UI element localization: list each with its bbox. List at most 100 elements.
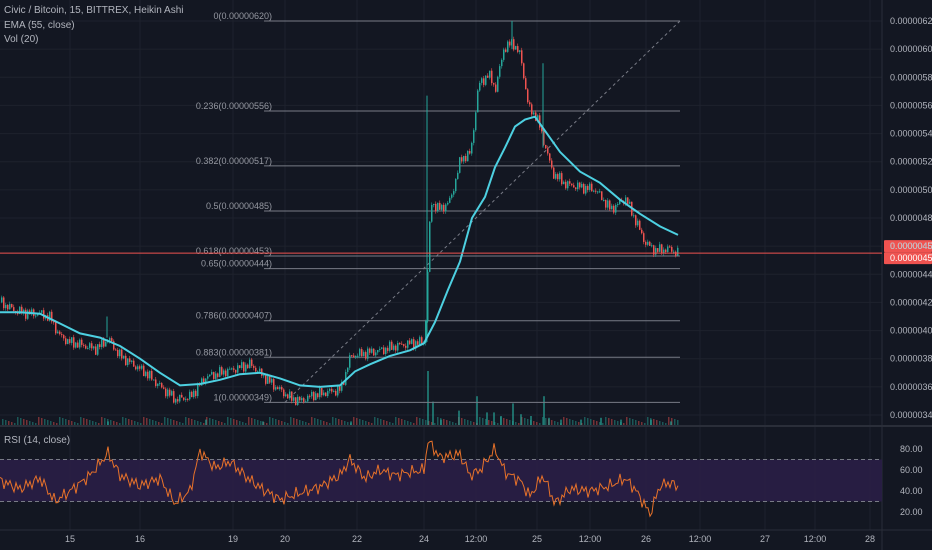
ema-line [0,115,679,388]
ema-legend[interactable]: EMA (55, close) [4,20,75,31]
volume-bar [506,419,508,425]
volume-bar [146,418,148,425]
volume-bar [80,417,82,425]
chart-title[interactable]: Civic / Bitcoin, 15, BITTREX, Heikin Ash… [4,5,184,16]
candle-body [475,112,477,131]
candle-body [499,66,501,77]
volume-bar [422,419,424,425]
candle-body [529,102,531,105]
volume-bar [623,423,625,425]
candle-body [559,173,561,180]
x-tick-label: 22 [352,534,362,544]
volume-bar [587,418,589,425]
volume-bar [371,423,373,425]
candle-body [573,185,575,188]
candle-body [601,191,603,201]
candle-body [663,249,665,254]
candle-body [173,391,175,403]
volume-bar [332,417,334,425]
candle-body [357,355,359,357]
candle-body [635,215,637,226]
volume-bar [427,371,429,425]
volume-bar [262,421,264,425]
volume-bar [392,423,394,425]
candle-body [599,191,601,193]
candle-body [589,183,591,190]
candle-body [343,381,345,385]
candle-body [7,304,9,310]
candle-body [279,387,281,390]
volume-bar [122,417,124,425]
candle-body [465,155,467,162]
volume-bar [311,417,313,425]
fibonacci-retracement[interactable]: 0(0.00000620) 0.236(0.00000556) 0.382(0.00… [196,11,680,403]
candle-body [397,342,399,351]
volume-bar [593,420,595,425]
volume-bar [425,420,427,425]
volume-bar [605,417,607,425]
volume-bar [68,420,70,425]
candle-body [477,90,479,113]
candle-body [179,394,181,402]
volume-bar [374,417,376,425]
candle-body [363,352,365,357]
volume-bar [599,422,601,425]
candle-body [113,341,115,350]
volume-bar [491,421,493,425]
trend-line[interactable] [284,20,681,403]
candle-body [569,181,571,184]
volume-bar [2,419,4,425]
candle-body [505,49,507,52]
candle-body [181,394,183,398]
candle-body [613,205,615,213]
candle-body [1,297,3,303]
volume-bar [404,420,406,425]
rsi-legend[interactable]: RSI (14, close) [4,435,71,446]
candle-body [291,391,293,401]
candle-body [77,342,79,348]
volume-bar [677,420,679,425]
candle-body [451,194,453,198]
candle-body [277,387,279,390]
candle-body [587,185,589,190]
fib-level-label: 0.382(0.00000517) [196,156,272,166]
volume-bar [431,422,433,425]
candle-body [243,362,245,372]
candle-body [155,379,157,386]
volume-bar [629,418,631,425]
volume-bar [92,421,94,425]
candle-body [619,200,621,204]
volume-bar [486,412,488,425]
volume-bar [653,419,655,425]
volume-bar [71,421,73,425]
candle-body [667,246,669,252]
candle-body [251,359,253,366]
volume-bar [434,423,436,425]
candle-body [75,342,77,348]
candle-body [519,50,521,52]
volume-bar [650,419,652,425]
candle-body [479,82,481,91]
candle-body [441,204,443,210]
volume-bar [77,423,79,425]
volume-bar [299,420,301,425]
candle-body [153,379,155,381]
volume-bar [482,418,484,425]
candle-body [331,388,333,392]
fib-level-label: 0.883(0.00000381) [196,347,272,357]
candle-body [547,148,549,154]
candle-body [583,183,585,194]
volume-bar [29,421,31,425]
volume-bar [575,421,577,425]
candle-body [281,387,283,390]
candle-body [311,391,313,397]
volume-bar [572,420,574,425]
volume-bar [440,419,442,425]
volume-bar [566,418,568,425]
volume-bar [74,422,76,425]
volume-legend[interactable]: Vol (20) [4,34,39,45]
candle-body [27,310,29,319]
